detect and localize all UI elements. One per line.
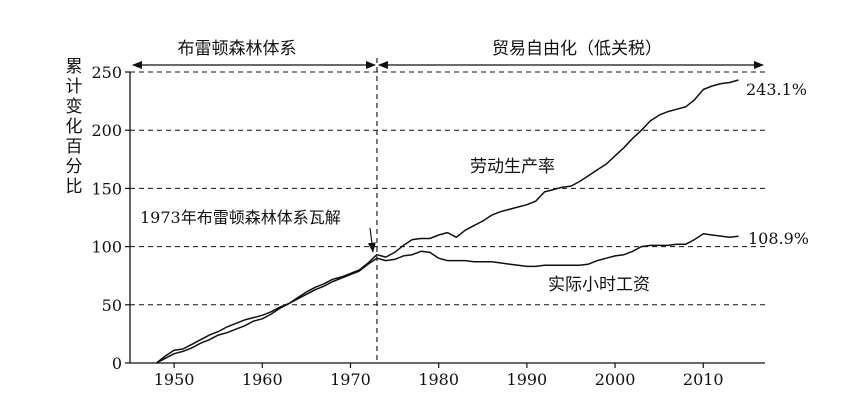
y-tick-label: 200 xyxy=(91,121,122,140)
grid-lines xyxy=(130,71,765,306)
x-tick-label: 1980 xyxy=(418,370,459,389)
annotations: 布雷顿森林体系 贸易自由化（低关税） 1973年布雷顿森林体系瓦解 劳动生产率 … xyxy=(132,39,809,363)
x-tick-label: 1950 xyxy=(154,370,195,389)
y-axis-label-char: 累 xyxy=(66,57,83,77)
y-tick-label: 250 xyxy=(91,63,122,82)
x-tick-label: 1990 xyxy=(507,370,548,389)
y-tick-label: 50 xyxy=(102,296,122,315)
series-lines xyxy=(156,79,739,364)
collapse-annotation: 1973年布雷顿森林体系瓦解 xyxy=(140,208,341,227)
y-axis-label-char: 变 xyxy=(66,97,83,117)
collapse-annotation-arrow xyxy=(367,227,376,253)
y-axis-label-char: 分 xyxy=(66,157,83,177)
y-axis-label-char: 计 xyxy=(66,77,83,97)
x-tick-label: 1970 xyxy=(330,370,371,389)
productivity-series-label: 劳动生产率 xyxy=(470,157,555,177)
x-tick-label: 2000 xyxy=(595,370,636,389)
y-axis-label-char: 化 xyxy=(66,117,83,137)
x-tick-label: 2010 xyxy=(683,370,724,389)
y-axis-label-char: 百 xyxy=(66,137,83,157)
real-hourly-wage-line xyxy=(156,233,739,364)
y-axis-label-char: 比 xyxy=(66,177,83,197)
y-tick-label: 100 xyxy=(91,238,122,257)
trade-liberalization-period-label: 贸易自由化（低关税） xyxy=(492,39,662,59)
productivity-line xyxy=(156,79,739,364)
ticks: 0 50 100 150 200 250 1950 1960 1970 1980 1990 2000 2… xyxy=(91,63,723,389)
productivity-end-label: 243.1% xyxy=(746,80,807,99)
axes xyxy=(129,72,765,364)
wage-series-label: 实际小时工资 xyxy=(548,275,650,295)
y-tick-label: 150 xyxy=(91,179,122,198)
x-tick-label: 1960 xyxy=(242,370,283,389)
y-tick-label: 0 xyxy=(112,354,122,373)
wage-end-label: 108.9% xyxy=(748,229,809,248)
bretton-woods-period-label: 布雷顿森林体系 xyxy=(178,39,297,59)
